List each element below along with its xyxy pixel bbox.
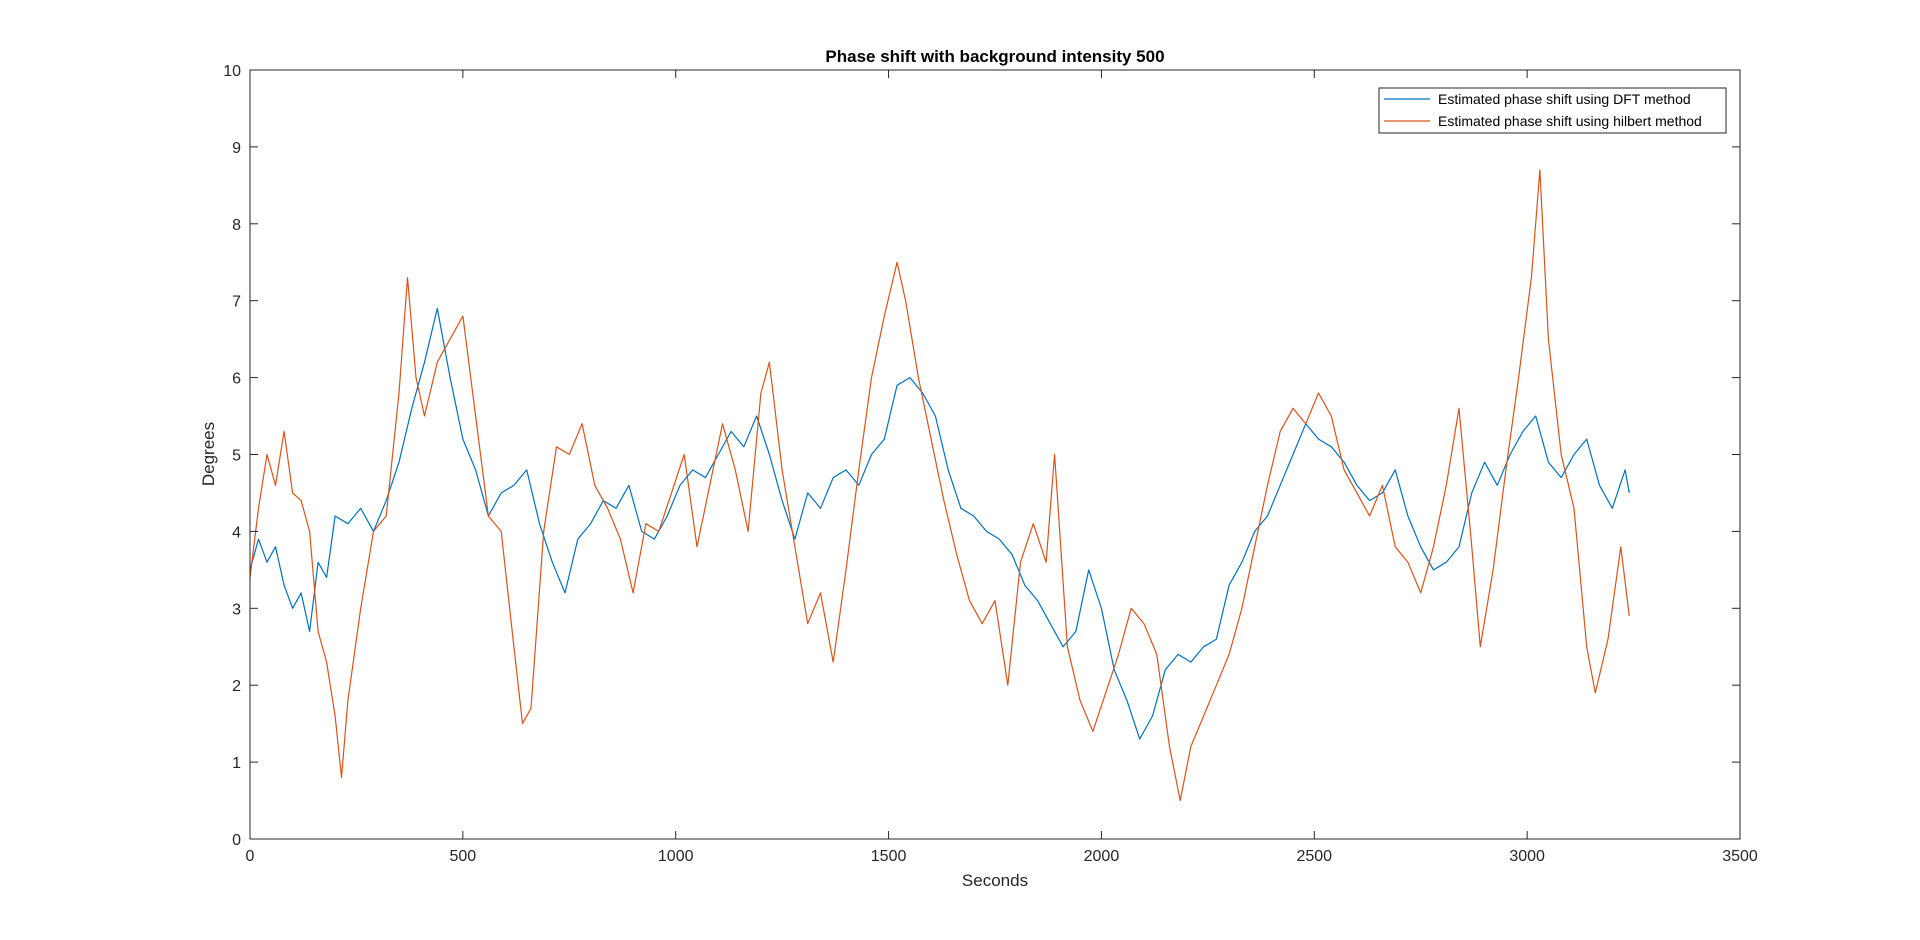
y-tick-label: 6 <box>232 371 241 388</box>
legend-box <box>1378 87 1727 134</box>
y-tick-label: 0 <box>232 832 241 849</box>
series-line-dft <box>249 307 1630 740</box>
x-tick-label: 1500 <box>871 848 907 865</box>
series-line-hilbert <box>249 169 1630 802</box>
y-tick-label: 7 <box>232 294 241 311</box>
tick-layer: 0 500 1000 1500 2000 2500 3000 3500 0 1 2 3 4 5 6 7 8 9 10 <box>223 63 1758 865</box>
x-axis-label: Seconds <box>962 871 1028 890</box>
x-tick-label: 500 <box>450 848 477 865</box>
y-tick-label: 10 <box>223 63 241 80</box>
series-layer <box>249 169 1630 802</box>
x-tick-label: 2500 <box>1296 848 1332 865</box>
plot-area <box>250 70 1740 839</box>
y-tick-label: 8 <box>232 217 241 234</box>
y-tick-label: 5 <box>232 448 241 465</box>
x-tick-label: 2000 <box>1084 848 1120 865</box>
legend-label-dft: Estimated phase shift using DFT method <box>1438 91 1691 107</box>
y-tick-label: 2 <box>232 678 241 695</box>
y-tick-label: 1 <box>232 755 241 772</box>
y-tick-label: 9 <box>232 140 241 157</box>
chart-title: Phase shift with background intensity 50… <box>825 47 1164 66</box>
y-tick-label: 4 <box>232 524 241 541</box>
y-tick-label: 3 <box>232 601 241 618</box>
legend-label-hilbert: Estimated phase shift using hilbert meth… <box>1438 113 1702 129</box>
y-axis-label: Degrees <box>199 422 218 486</box>
x-tick-label: 1000 <box>658 848 694 865</box>
x-tick-label: 0 <box>246 848 255 865</box>
legend: Estimated phase shift using DFT method E… <box>1378 87 1727 134</box>
x-tick-label: 3000 <box>1509 848 1545 865</box>
x-tick-label: 3500 <box>1722 848 1758 865</box>
